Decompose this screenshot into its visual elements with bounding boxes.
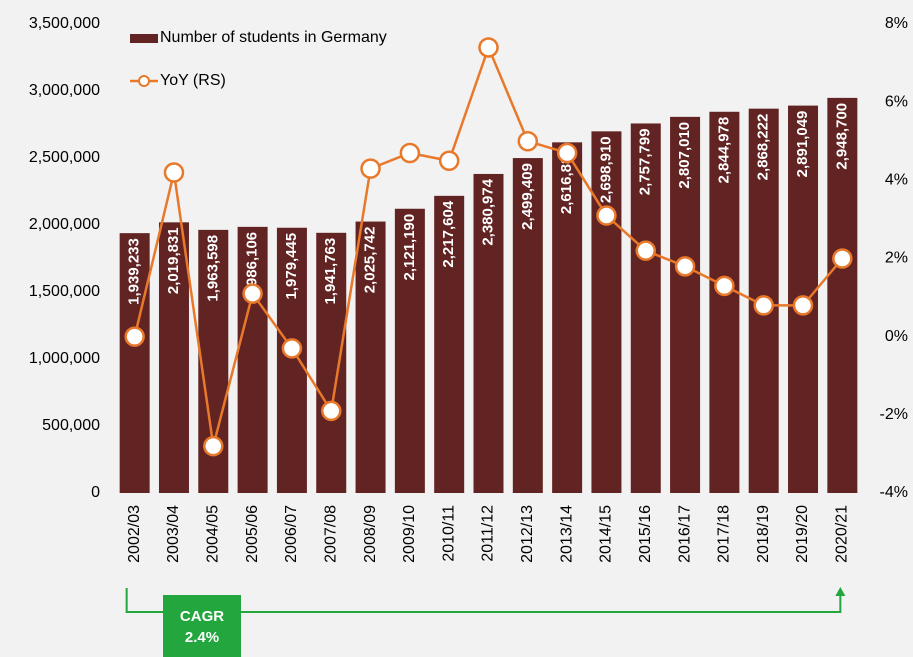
x-tick-label: 2013/14 [558,505,575,563]
bar [434,195,465,493]
bar [827,97,858,493]
y2-tick-label: -4% [880,484,908,501]
bar [237,226,268,493]
y-tick-label: 2,000,000 [29,216,100,233]
line-marker [674,256,696,277]
bar [709,111,740,493]
line-marker [360,158,381,179]
data-label: 2,019,831 [165,227,182,294]
data-label: 2,616,881 [558,147,575,214]
bar [591,131,622,493]
x-tick-label: 2010/11 [440,505,457,562]
x-tick-label: 2008/09 [362,505,379,563]
x-tick-label: 2017/18 [716,505,733,563]
x-tick-label: 2011/12 [480,505,497,562]
data-label: 2,807,010 [676,122,693,189]
data-label: 2,868,222 [755,114,772,181]
line-marker [203,435,224,457]
bar [276,227,307,493]
cagr-box [163,595,241,657]
data-label: 1,979,445 [283,233,300,300]
line-marker [792,295,814,316]
legend-marker [138,75,150,87]
data-label: 2,380,974 [479,178,496,245]
bar [394,208,425,493]
y2-tick-label: 0% [885,328,908,345]
y2-tick-label: 4% [885,172,908,189]
x-tick-label: 2007/08 [322,505,339,563]
cagr-value: 2.4% [185,629,219,646]
legend-label: Number of students in Germany [160,29,387,46]
x-tick-label: 2020/21 [834,505,851,563]
bar [158,222,189,493]
legend-label: YoY (RS) [160,72,226,89]
data-label: 2,757,799 [637,128,654,195]
line-marker [517,131,539,152]
y-tick-label: 3,000,000 [29,82,100,99]
x-tick-label: 2019/20 [794,505,811,563]
line-marker [832,248,853,269]
x-tick-label: 2002/03 [126,505,143,563]
line-marker [281,338,303,359]
data-label: 1,941,763 [322,238,339,305]
x-tick-label: 2018/19 [755,505,772,563]
y2-tick-label: 2% [885,250,908,267]
bar [512,158,543,493]
x-tick-label: 2005/06 [244,505,261,563]
x-tick-label: 2012/13 [519,505,536,563]
y-tick-label: 2,500,000 [29,149,100,166]
line-marker [478,37,499,58]
y2-tick-label: 8% [885,15,908,32]
cagr-arrow [835,587,846,596]
line-marker [596,205,617,226]
line-marker [714,275,735,297]
cagr-bracket [125,588,842,613]
line-marker [320,400,342,422]
line-marker [399,142,421,164]
data-label: 2,948,700 [833,103,850,170]
data-label: 2,121,190 [401,214,418,281]
y-tick-label: 3,500,000 [29,15,100,32]
line-marker [556,142,578,164]
data-label: 2,844,978 [715,117,732,184]
line-marker [124,326,145,347]
legend-swatch [130,34,158,43]
line-marker [635,240,657,261]
bar [316,232,347,493]
y-tick-label: 1,000,000 [29,350,100,367]
x-tick-label: 2003/04 [165,505,182,563]
bar [119,233,150,494]
y2-tick-label: -2% [880,406,908,423]
x-tick-label: 2006/07 [283,505,300,563]
y-tick-label: 1,500,000 [29,283,100,300]
y-tick-label: 0 [91,484,100,501]
x-tick-label: 2015/16 [637,505,654,563]
bar [355,221,386,493]
x-tick-label: 2009/10 [401,505,418,563]
data-label: 1,963,598 [204,235,221,302]
data-label: 2,698,910 [597,136,614,203]
line-marker [753,295,774,316]
data-label: 1,986,106 [244,232,261,299]
bar [473,173,504,494]
y2-tick-label: 6% [885,93,908,110]
bar [552,142,583,493]
bar [630,123,661,494]
line-marker [163,162,185,183]
data-label: 2,217,604 [440,200,457,267]
x-tick-label: 2014/15 [598,505,615,563]
data-label: 2,499,409 [519,163,536,230]
x-tick-label: 2016/17 [676,505,693,563]
data-label: 2,891,049 [794,111,811,178]
data-label: 2,025,742 [362,227,379,294]
cagr-title: CAGR [180,608,224,625]
line-marker [242,283,263,304]
bar [670,116,701,493]
data-label: 1,939,233 [126,238,143,305]
line-marker [438,150,460,172]
x-tick-label: 2004/05 [205,505,222,563]
y-tick-label: 500,000 [42,417,100,434]
